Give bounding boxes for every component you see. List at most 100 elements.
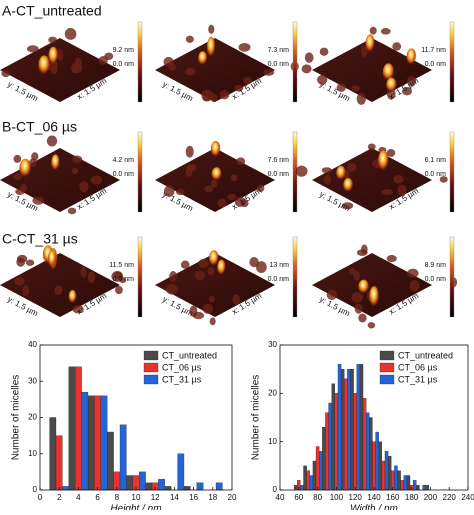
legend-swatch — [379, 374, 395, 385]
bar — [81, 391, 89, 491]
afm-bump — [353, 271, 360, 281]
bar — [362, 398, 367, 491]
bar — [164, 486, 172, 491]
bar — [397, 470, 401, 491]
x-tick-label: 8 — [115, 493, 120, 502]
x-tick-label: 14 — [170, 493, 179, 502]
afm-bump — [369, 26, 377, 35]
colorbar-min: 0.0 nm — [425, 171, 447, 178]
bar — [215, 482, 223, 491]
x-tick-label: 20 — [228, 493, 237, 502]
x-axis-title: Width / nm — [350, 504, 398, 510]
x-tick-label: 200 — [424, 493, 438, 502]
afm-bump — [381, 189, 393, 196]
afm-bump — [16, 257, 26, 267]
afm-bump — [217, 198, 227, 208]
bar — [325, 412, 329, 491]
afm-peak — [382, 63, 395, 82]
afm-bump — [204, 185, 214, 193]
y-axis-title: Number of micelles — [11, 375, 22, 461]
afm-bump — [319, 47, 329, 56]
afm-bump — [336, 83, 346, 92]
afm-bump — [79, 181, 89, 193]
afm-bump — [263, 68, 275, 76]
afm-bump — [54, 285, 63, 296]
bar — [400, 480, 404, 491]
afm-bump — [402, 87, 413, 96]
afm-bump — [238, 42, 251, 52]
bar — [312, 460, 317, 491]
afm-peak — [210, 140, 221, 158]
x-tick-label: 180 — [405, 493, 419, 502]
afm-peak — [378, 150, 389, 173]
x-tick-label: 220 — [443, 493, 457, 502]
bar — [145, 482, 153, 491]
afm-bump — [323, 174, 332, 185]
afm-bump — [169, 270, 178, 282]
afm-bump — [26, 45, 39, 53]
x-tick-label: 2 — [57, 493, 62, 502]
colorbar — [292, 21, 298, 103]
afm-bump — [72, 155, 83, 163]
x-tick-label: 12 — [151, 493, 160, 502]
afm-bump — [71, 167, 79, 175]
afm-bump — [185, 67, 196, 76]
afm-bump — [32, 196, 45, 205]
afm-bump — [163, 56, 174, 67]
afm-bump — [304, 52, 314, 63]
bar — [334, 393, 339, 491]
afm-bump — [358, 313, 367, 323]
afm-peak — [19, 158, 32, 179]
afm-bump — [351, 292, 363, 303]
colorbar-min: 0.0 nm — [113, 61, 135, 68]
afm-bump — [386, 255, 397, 263]
bar — [75, 366, 82, 491]
afm-bump — [439, 176, 448, 183]
afm-bump — [210, 179, 218, 188]
afm-peak — [217, 259, 226, 277]
colorbar-max: 4.2 nm — [113, 157, 135, 164]
afm-bump — [1, 69, 11, 78]
bar — [372, 441, 376, 491]
afm-peak — [369, 286, 380, 309]
colorbar-max: 8.9 nm — [425, 262, 447, 269]
x-axis-title: Height / nm — [110, 504, 161, 510]
afm-bump — [90, 175, 103, 185]
x-tick-label: 0 — [38, 493, 43, 502]
bar — [375, 431, 379, 491]
bar — [387, 456, 392, 491]
legend-label: CT_untreated — [162, 350, 217, 360]
afm-bump — [407, 268, 419, 278]
afm-bump — [198, 258, 209, 269]
legend-swatch — [143, 350, 159, 361]
afm-peak — [343, 177, 354, 194]
afm-bump — [227, 193, 237, 201]
x-tick-label: 4 — [76, 493, 81, 502]
x-tick-label: 100 — [330, 493, 344, 502]
afm-bump — [67, 207, 77, 215]
afm-bump — [255, 261, 267, 274]
afm-bump — [256, 184, 265, 192]
afm-bump — [367, 322, 376, 329]
y-tick-label: 30 — [28, 376, 37, 385]
row-label: A-CT_untreated — [2, 3, 102, 19]
y-tick-label: 10 — [268, 437, 277, 446]
afm-peak — [47, 249, 57, 269]
afm-peak — [68, 290, 77, 305]
row-label: C-CT_31 µs — [2, 231, 78, 247]
bar — [177, 453, 185, 491]
afm-bump — [207, 267, 215, 276]
afm-bump — [361, 45, 368, 58]
x-tick-label: 40 — [276, 493, 285, 502]
bar — [126, 475, 133, 491]
bar — [315, 446, 320, 491]
afm-bump — [321, 167, 332, 174]
bar — [158, 478, 165, 491]
bar — [344, 378, 348, 491]
colorbar-min: 0.0 nm — [425, 276, 447, 283]
x-tick-label: 140 — [367, 493, 381, 502]
afm-bump — [22, 285, 30, 297]
afm-bump — [407, 76, 416, 87]
legend-swatch — [379, 350, 395, 361]
